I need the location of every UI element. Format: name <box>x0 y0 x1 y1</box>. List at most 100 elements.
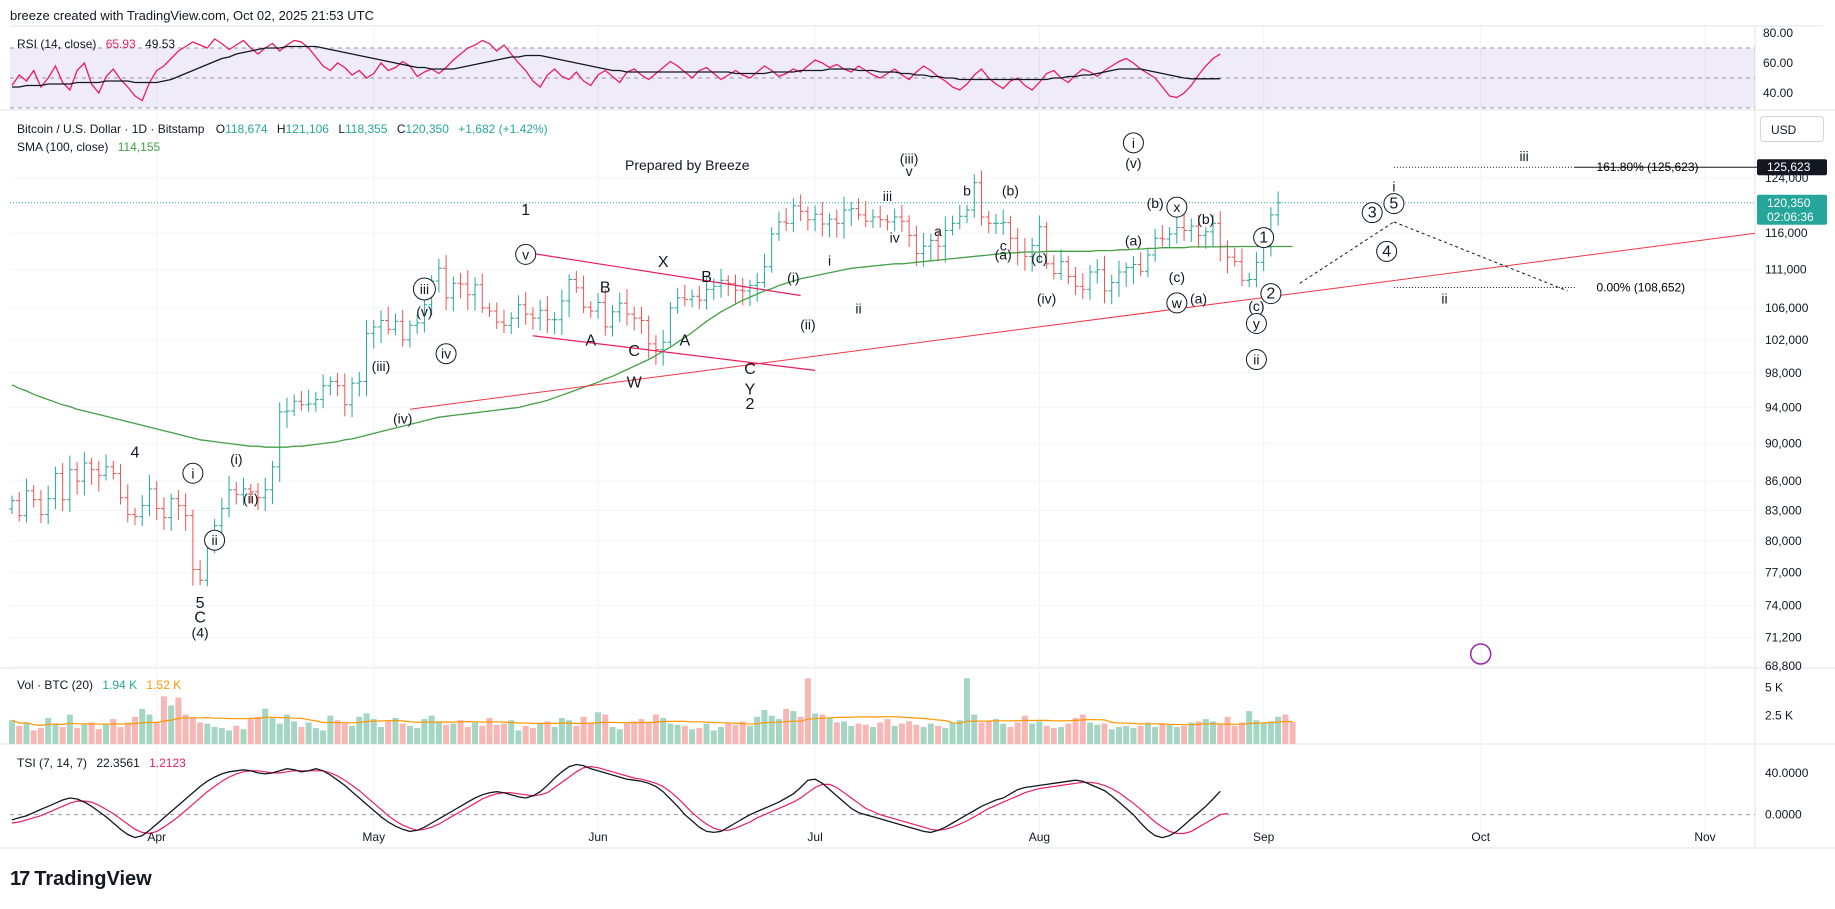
volume-bar <box>52 723 59 744</box>
volume-bar <box>1094 724 1101 744</box>
wave-label: ii <box>211 532 217 548</box>
volume-bar <box>1115 727 1122 744</box>
volume-bar <box>1173 727 1180 744</box>
wave-label: A <box>680 333 691 350</box>
volume-bar <box>515 730 522 744</box>
volume-bar <box>985 721 992 744</box>
volume-bar <box>356 716 363 744</box>
ohlc-low: 118,355 <box>345 122 388 136</box>
volume-bar <box>942 728 949 744</box>
volume-bar <box>1231 725 1238 744</box>
volume-bar <box>1166 724 1173 744</box>
volume-bar <box>956 720 963 744</box>
volume-bar <box>884 719 891 744</box>
tradingview-logo[interactable]: 17 TradingView <box>10 868 152 891</box>
wave-label: 4 <box>131 444 140 461</box>
wave-label: a <box>934 223 942 239</box>
volume-bar <box>464 727 471 744</box>
axes: Apr May Jun Jul Aug Sep Oct Nov 80.00 60.00 40.00 1… <box>147 26 1827 844</box>
volume-bar <box>305 722 312 744</box>
currency-selector[interactable]: USD <box>1760 116 1824 142</box>
volume-legend-ma: 1.52 K <box>146 678 182 692</box>
volume-bar <box>804 678 811 744</box>
volume-bar <box>457 720 464 744</box>
volume-bar <box>768 715 775 744</box>
wave-annotations: 4iii5C(4)(i)(ii)(iii)(iv)iii(v)iv1vBACWX… <box>131 132 1529 641</box>
wave-label-circle <box>1166 196 1188 218</box>
volume-bar <box>609 727 616 744</box>
volume-bar <box>110 719 117 744</box>
wave-label: v <box>906 163 913 179</box>
volume-bar <box>1181 725 1188 744</box>
volume-bar <box>826 717 833 744</box>
wave-label: iii <box>420 281 429 297</box>
tsi-legend[interactable]: TSI (7, 14, 7) 22.3561 1.2123 <box>17 756 186 770</box>
volume-bar <box>1043 725 1050 744</box>
volume-bar <box>139 708 146 744</box>
volume-bar <box>160 696 167 744</box>
wave-label: X <box>658 254 669 271</box>
wave-label: 5 <box>1389 196 1398 213</box>
volume-bar <box>833 722 840 744</box>
volume-bar <box>602 714 609 744</box>
volume-bar <box>226 730 233 744</box>
wedge-dashed-2 <box>1393 221 1568 292</box>
rsi-legend[interactable]: RSI (14, close) 65.93 49.53 <box>17 37 175 51</box>
volume-bar <box>862 724 869 744</box>
volume-bar <box>949 722 956 744</box>
volume-bar <box>197 722 204 744</box>
volume-bar <box>59 727 66 744</box>
price-axis-tick: 77,000 <box>1765 566 1802 580</box>
volume-bar <box>580 716 587 744</box>
volume-bar <box>269 717 276 744</box>
volume-bar <box>182 714 189 744</box>
volume-bar <box>775 719 782 744</box>
volume-legend[interactable]: Vol · BTC (20) 1.94 K 1.52 K <box>17 678 181 692</box>
volume-bar <box>363 713 370 744</box>
wave-label: (4) <box>192 625 209 641</box>
volume-bar <box>23 722 30 744</box>
wave-label: (iv) <box>393 410 412 426</box>
volume-bar <box>1188 722 1195 744</box>
volume-bar <box>1130 728 1137 744</box>
volume-bar <box>312 728 319 744</box>
volume-bar <box>406 725 413 744</box>
volume-bar <box>327 715 334 744</box>
wave-label: (c) <box>1248 298 1264 314</box>
volume-bar <box>131 716 138 744</box>
sma-legend[interactable]: SMA (100, close) 114,155 <box>17 140 160 154</box>
volume-legend-name: Vol · BTC (20) <box>17 678 94 692</box>
volume-axis-tick: 2.5 K <box>1765 709 1793 723</box>
wave-label: b <box>963 183 971 199</box>
price-axis-tick: 90,000 <box>1765 436 1802 450</box>
wave-label: y <box>1253 316 1260 332</box>
wave-label: 3 <box>1368 205 1377 222</box>
volume-bar <box>1253 720 1260 744</box>
rsi-pane <box>10 38 1755 109</box>
volume-bar <box>1238 722 1245 744</box>
wave-label: W <box>627 374 643 391</box>
rsi-axis-tick: 60.00 <box>1763 56 1793 70</box>
volume-bar <box>399 723 406 744</box>
wave-label: i <box>1132 135 1135 151</box>
price-axis-tick: 106,000 <box>1765 301 1809 315</box>
volume-bar <box>392 717 399 744</box>
volume-bar <box>718 727 725 744</box>
volume-bar <box>16 725 23 744</box>
volume-bar <box>674 724 681 744</box>
volume-bar <box>443 724 450 744</box>
wave-label: iv <box>890 230 900 246</box>
fib-0-label: 0.00% (108,652) <box>1596 280 1685 294</box>
wave-label-circle <box>1122 132 1144 154</box>
volume-bar <box>537 722 544 744</box>
price-axis-tick: 71,200 <box>1765 631 1802 645</box>
volume-bar <box>1195 721 1202 744</box>
volume-bar <box>891 725 898 744</box>
volume-legend-value: 1.94 K <box>102 678 138 692</box>
tsi-signal-line <box>11 765 1228 835</box>
fib-161-label: 161.80% (125,623) <box>1596 160 1698 174</box>
symbol-legend[interactable]: Bitcoin / U.S. Dollar · 1D · Bitstamp O1… <box>17 122 548 136</box>
volume-bar <box>1050 728 1057 744</box>
volume-bar <box>1087 722 1094 744</box>
wave-label: ii <box>1441 290 1447 306</box>
